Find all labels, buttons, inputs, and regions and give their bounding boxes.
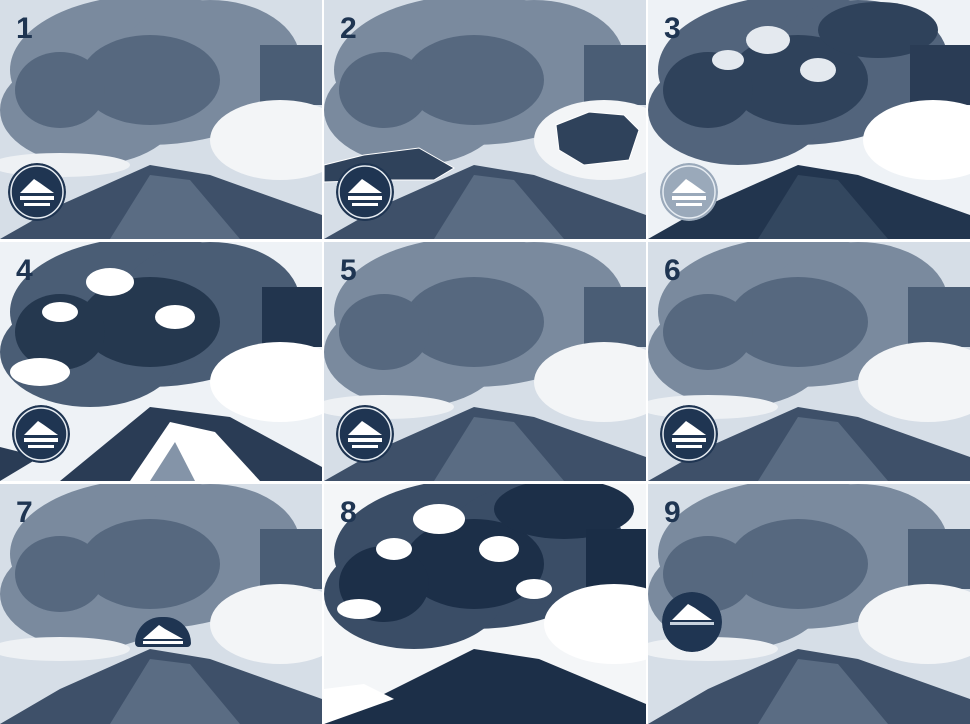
volcano-logo-badge-icon [12,405,70,463]
panel-number: 5 [340,256,357,286]
panel-number: 4 [16,256,33,286]
panel-9: 9 [648,484,970,724]
panel-7: 7 [0,484,322,724]
panel-number: 1 [16,14,33,44]
eruption-scene [0,484,322,724]
eruption-scene [324,484,646,724]
panel-number: 2 [340,14,357,44]
panel-number: 7 [16,498,33,528]
volcano-logo-badge-icon [336,163,394,221]
panel-5: 5 [324,242,646,481]
panel-number: 9 [664,498,681,528]
panel-1: 1 [0,0,322,239]
volcano-logo-badge-icon [660,405,718,463]
volcano-logo-badge-icon [336,405,394,463]
panel-8: 8 [324,484,646,724]
panel-2: 2 [324,0,646,239]
panel-4: 4 [0,242,322,481]
panel-number: 8 [340,498,357,528]
panel-3: 3 [648,0,970,239]
volcano-logo-badge-icon [660,163,718,221]
panel-number: 3 [664,14,681,44]
volcano-logo-badge-icon [662,592,722,652]
panel-6: 6 [648,242,970,481]
panel-number: 6 [664,256,681,286]
volcano-logo-badge-icon [8,163,66,221]
